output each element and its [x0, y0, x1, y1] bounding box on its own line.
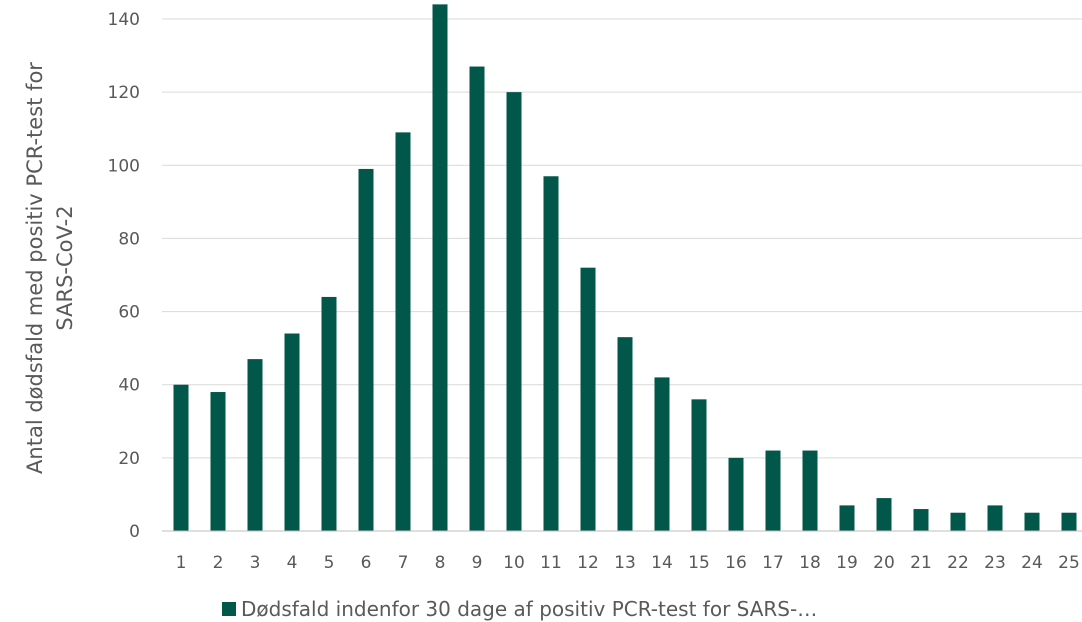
x-tick-label: 6	[361, 553, 372, 573]
x-tick-label: 22	[947, 553, 969, 573]
bar	[839, 505, 855, 531]
bar	[358, 168, 374, 531]
x-tick-label: 8	[435, 553, 446, 573]
bar	[654, 377, 670, 531]
y-tick-label: 100	[108, 156, 140, 176]
bars	[173, 4, 1077, 532]
bar	[691, 399, 707, 531]
bar	[543, 176, 559, 531]
x-tick-label: 3	[250, 553, 261, 573]
bar	[580, 267, 596, 531]
bar	[728, 457, 744, 531]
x-tick-label: 10	[503, 553, 525, 573]
bar	[913, 509, 929, 531]
bar	[210, 392, 226, 531]
y-tick-label: 120	[108, 83, 140, 103]
x-tick-label: 20	[873, 553, 895, 573]
bar	[987, 505, 1003, 531]
x-tick-label: 18	[799, 553, 821, 573]
bar	[284, 333, 300, 531]
y-axis-label-line2: SARS-CoV-2	[53, 205, 77, 330]
x-tick-label: 14	[651, 553, 673, 573]
x-tick-label: 24	[1021, 553, 1043, 573]
bar	[1024, 512, 1040, 531]
y-tick-label: 140	[108, 10, 140, 30]
x-tick-label: 9	[472, 553, 483, 573]
x-axis-ticks: 1 2 3 4 5 6 7 8 9 10 11 12 13 14 15 16 17 18 19 20 21 22 23 24 2…	[176, 553, 1080, 573]
bar	[802, 450, 818, 531]
x-tick-label: 4	[287, 553, 298, 573]
y-tick-label: 20	[118, 449, 140, 469]
x-tick-label: 7	[398, 553, 409, 573]
x-tick-label: 1	[176, 553, 187, 573]
bar	[876, 498, 892, 531]
bar	[506, 92, 522, 532]
gridlines	[162, 18, 1082, 459]
legend-swatch	[222, 602, 236, 616]
y-axis-ticks: 0 20 40 60 80 100 120 140	[108, 10, 140, 542]
x-tick-label: 25	[1058, 553, 1080, 573]
x-tick-label: 5	[324, 553, 335, 573]
y-tick-label: 40	[118, 376, 140, 396]
x-tick-label: 21	[910, 553, 932, 573]
y-tick-label: 80	[118, 229, 140, 249]
x-tick-label: 17	[762, 553, 784, 573]
bar	[617, 337, 633, 531]
x-tick-label: 13	[614, 553, 636, 573]
legend: Dødsfald indenfor 30 dage af positiv PCR…	[222, 596, 817, 622]
legend-label: Dødsfald indenfor 30 dage af positiv PCR…	[241, 597, 818, 621]
x-tick-label: 11	[540, 553, 562, 573]
x-tick-label: 2	[213, 553, 224, 573]
y-axis-label-line1: Antal dødsfald med positiv PCR-test for	[23, 62, 47, 474]
bar	[173, 384, 189, 531]
y-tick-label: 0	[129, 522, 140, 542]
x-tick-label: 23	[984, 553, 1006, 573]
y-tick-label: 60	[118, 303, 140, 323]
bar	[247, 359, 263, 531]
bar	[1061, 512, 1077, 531]
x-tick-label: 15	[688, 553, 710, 573]
bar	[432, 4, 448, 532]
bar	[765, 450, 781, 531]
x-tick-label: 16	[725, 553, 747, 573]
x-tick-label: 19	[836, 553, 858, 573]
bar	[395, 132, 411, 531]
bar	[321, 296, 337, 531]
bar	[469, 66, 485, 532]
x-tick-label: 12	[577, 553, 599, 573]
bar	[950, 512, 966, 531]
